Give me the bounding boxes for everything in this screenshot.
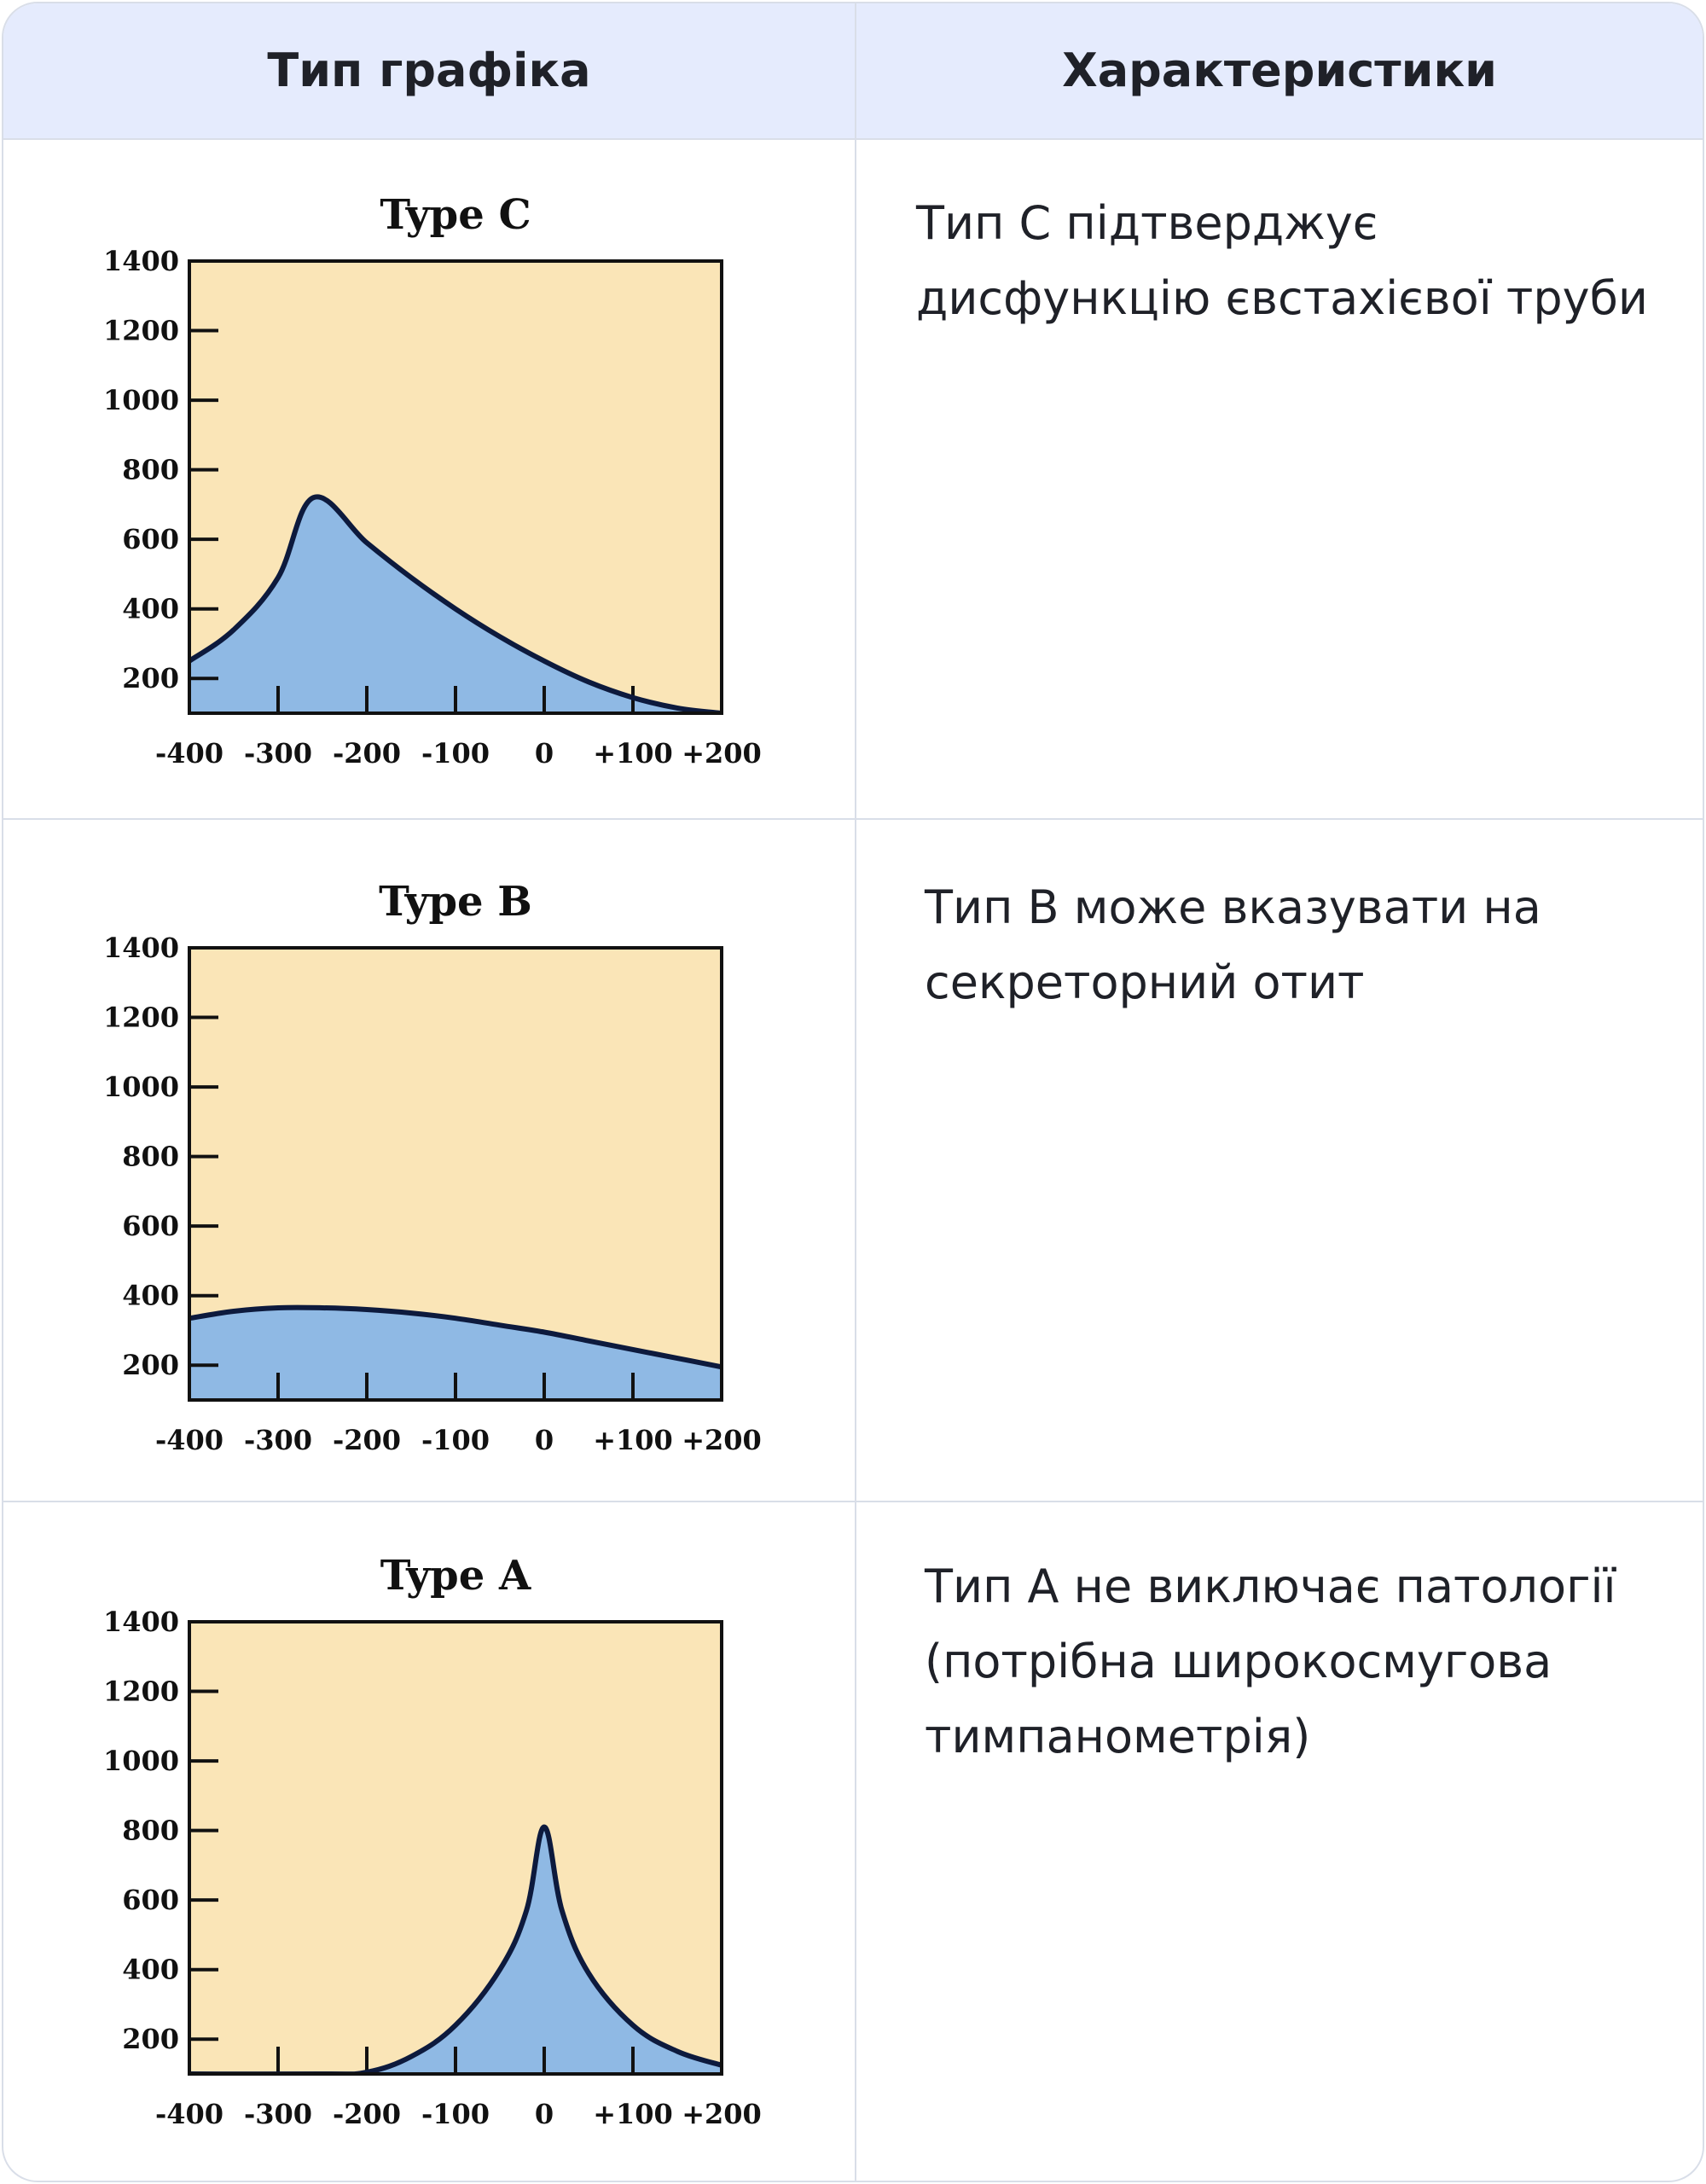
x-tick-label: -400 (155, 737, 223, 770)
chart-type-a: 200 400 600 800 1000 1200 1400 -400 -300 -200 -100… (103, 1552, 762, 2130)
plot-frame (188, 1620, 723, 2076)
y-tick-label: 800 (122, 1815, 179, 1847)
y-tick-label: 1200 (103, 315, 179, 347)
area-fill (189, 1307, 722, 1400)
chart-title: Type B (379, 878, 532, 926)
x-tick-label: 0 (535, 2098, 554, 2130)
y-tick-label: 600 (122, 1884, 179, 1916)
y-tick-label: 600 (122, 523, 179, 555)
x-tick-label: +100 (593, 737, 673, 770)
y-tick-label: 200 (122, 662, 179, 694)
y-tick-label: 200 (122, 2023, 179, 2055)
y-tick-label: 400 (122, 1280, 179, 1312)
x-tick-label: +200 (682, 2098, 762, 2130)
x-tick-label: 0 (535, 737, 554, 770)
area-fill (189, 1827, 722, 2074)
y-tick-label: 400 (122, 593, 179, 625)
x-tick-label: -300 (244, 737, 312, 770)
x-tick-label: -200 (333, 2098, 401, 2130)
table-header: Тип графіка Характеристики (3, 3, 1703, 140)
header-chart-type: Тип графіка (267, 44, 591, 97)
y-tick-label: 1000 (103, 384, 179, 416)
x-tick-label: +100 (593, 1424, 673, 1456)
x-tick-label: 0 (535, 1424, 554, 1456)
y-tick-label: 1000 (103, 1745, 179, 1777)
column-divider (855, 3, 856, 2181)
y-tick-label: 400 (122, 1954, 179, 1986)
description-type-b: Тип В може вказувати на секреторний отит (925, 880, 1541, 1009)
x-tick-label: -300 (244, 1424, 312, 1456)
x-tick-label: -100 (421, 2098, 490, 2130)
y-tick-label: 1000 (103, 1071, 179, 1103)
y-tick-label: 1400 (103, 932, 179, 964)
y-tick-label: 600 (122, 1210, 179, 1242)
y-tick-label: 1200 (103, 1676, 179, 1708)
plot-background (189, 1622, 722, 2074)
x-tick-label: -400 (155, 1424, 223, 1456)
y-tick-label: 800 (122, 1141, 179, 1173)
row-divider (3, 818, 1703, 820)
x-tick-label: +200 (682, 1424, 762, 1456)
plot-area (189, 1304, 722, 1400)
y-tick-label: 1400 (103, 245, 179, 277)
description-type-a: Тип А не виключає патології (потрібна ши… (925, 1560, 1616, 1763)
x-tick-label: +200 (682, 737, 762, 770)
y-tick-label: 800 (122, 454, 179, 486)
curve-line (189, 494, 722, 713)
y-tick-label: 1200 (103, 1002, 179, 1034)
x-tick-label: -100 (421, 737, 490, 770)
description-type-c: Тип С підтверджує дисфункцію євстахієвої… (916, 196, 1648, 325)
plot-frame (188, 259, 723, 715)
row-divider (3, 1501, 1703, 1502)
plot-area (189, 494, 722, 713)
chart-type-b: 200 400 600 800 1000 1200 1400 -400 -300 -200 -100… (103, 878, 762, 1456)
area-fill (189, 497, 722, 713)
x-tick-label: -300 (244, 2098, 312, 2130)
y-tick-label: 200 (122, 1349, 179, 1381)
x-tick-label: -100 (421, 1424, 490, 1456)
x-tick-label: -200 (333, 737, 401, 770)
x-tick-label: -400 (155, 2098, 223, 2130)
y-tick-label: 1400 (103, 1606, 179, 1638)
x-tick-label: -200 (333, 1424, 401, 1456)
chart-title: Type A (380, 1552, 531, 1600)
chart-type-c: 200 400 600 800 1000 1200 1400 -400 -300 -200 -100… (103, 191, 762, 770)
plot-frame (188, 946, 723, 1402)
curve-line (189, 1304, 722, 1370)
header-characteristics: Характеристики (1062, 44, 1497, 97)
x-tick-label: +100 (593, 2098, 673, 2130)
chart-title: Type C (380, 191, 531, 239)
